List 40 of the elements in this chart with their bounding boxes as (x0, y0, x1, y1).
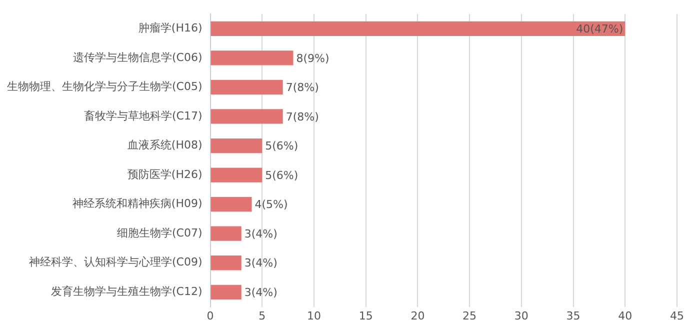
y-tick-label: 发育生物学与生殖生物学(C12) (50, 285, 202, 298)
bar (210, 197, 252, 212)
x-tick-label: 0 (206, 309, 214, 322)
x-tick-label: 40 (618, 309, 632, 322)
x-tick-label: 45 (670, 309, 684, 322)
data-label: 8(9%) (296, 52, 330, 65)
bar (210, 21, 626, 36)
bar (210, 138, 262, 154)
bar (210, 284, 242, 300)
x-tick-label: 20 (410, 309, 425, 322)
x-tick-label: 35 (566, 309, 580, 322)
x-tick-label: 25 (462, 309, 477, 322)
data-label: 3(4%) (244, 286, 278, 300)
x-tick-label: 10 (306, 309, 321, 322)
y-tick-label: 畜牧学与草地科学(C17) (84, 109, 202, 122)
bar (210, 109, 283, 124)
y-tick-label: 神经科学、认知科学与心理学(C09) (28, 256, 202, 269)
y-tick-label: 肿瘤学(H16) (138, 22, 202, 34)
bar (210, 50, 294, 66)
x-tick-label: 5 (258, 309, 266, 322)
data-label: 7(8%) (286, 81, 319, 94)
y-tick-label: 预防医学(H26) (127, 168, 202, 181)
bar (210, 168, 262, 182)
bar (210, 256, 242, 270)
data-label: 3(4%) (244, 256, 278, 270)
x-tick-label: 30 (514, 309, 528, 322)
data-label: 40(47%) (576, 22, 624, 36)
bar (210, 226, 242, 241)
y-tick-label: 生物物理、生物化学与分子生物学(C05) (6, 80, 202, 94)
y-tick-label: 遗传学与生物信息学(C06) (72, 50, 202, 64)
data-label: 7(8%) (286, 110, 319, 124)
y-tick-label: 血液系统(H08) (127, 138, 202, 152)
data-label: 3(4%) (244, 227, 278, 240)
data-label: 5(6%) (265, 140, 298, 153)
y-tick-label: 神经系统和精神疾病(H09) (72, 197, 202, 210)
data-label: 4(5%) (254, 198, 288, 212)
y-tick-label: 细胞生物学(C07) (116, 226, 202, 240)
data-label: 5(6%) (265, 168, 298, 182)
bar (210, 80, 283, 95)
x-tick-label: 15 (358, 309, 373, 322)
